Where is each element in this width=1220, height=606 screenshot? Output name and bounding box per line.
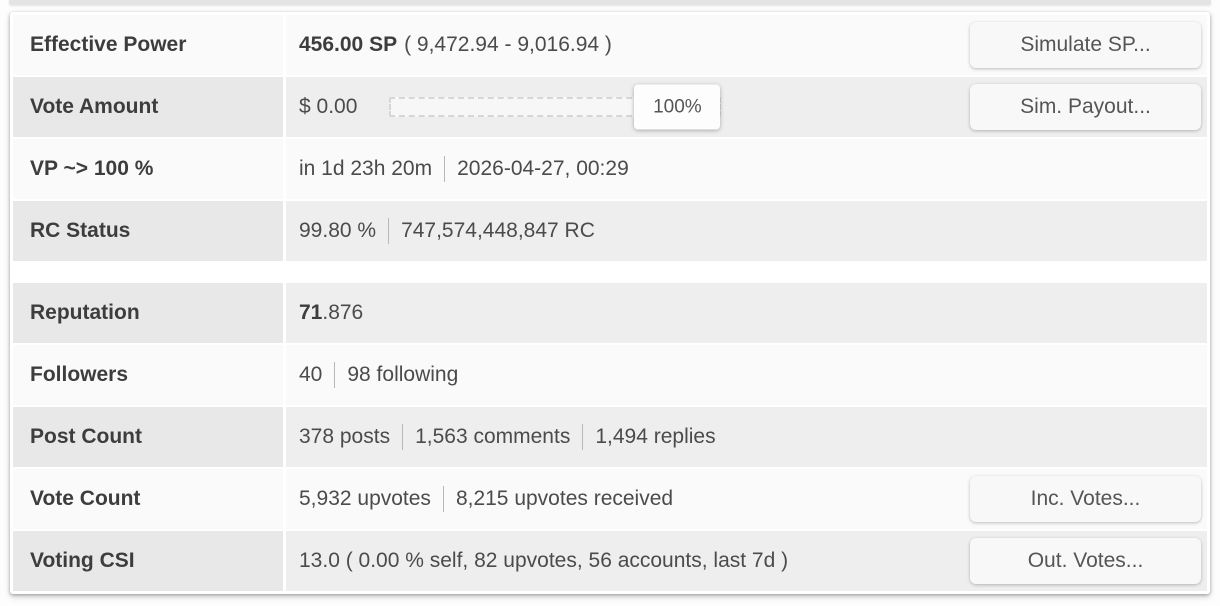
- vote-weight-value: 100%: [653, 96, 702, 117]
- post-count-label: Post Count: [13, 407, 283, 467]
- rc-percent: 99.80 %: [299, 219, 377, 242]
- followers-label: Followers: [13, 345, 283, 405]
- row-rc-status: RC Status 99.80 % 747,574,448,847 RC: [13, 201, 1207, 261]
- incoming-votes-button[interactable]: Inc. Votes...: [970, 476, 1201, 522]
- followers-value: 40 98 following: [286, 345, 1207, 405]
- post-count-value: 378 posts 1,563 comments 1,494 replies: [286, 407, 1207, 467]
- row-vp-recharge: VP ~> 100 % in 1d 23h 20m 2026-04-27, 00…: [13, 139, 1207, 199]
- vp-recharge-value: in 1d 23h 20m 2026-04-27, 00:29: [286, 139, 1207, 199]
- following-count: 98 following: [347, 363, 459, 386]
- posts-count: 378 posts: [299, 425, 391, 448]
- effective-power-label: Effective Power: [13, 15, 283, 75]
- row-reputation: Reputation 71 .876: [13, 283, 1207, 343]
- separator: [334, 362, 336, 388]
- row-vote-amount: Vote Amount $ 0.00 100% Sim. Payout...: [13, 77, 1207, 137]
- account-stats-card: Effective Power 456.00 SP ( 9,472.94 - 9…: [10, 12, 1210, 594]
- voting-csi-value: 13.0 ( 0.00 % self, 82 upvotes, 56 accou…: [286, 531, 1207, 591]
- vp-recharge-datetime: 2026-04-27, 00:29: [457, 157, 629, 180]
- row-voting-csi: Voting CSI 13.0 ( 0.00 % self, 82 upvote…: [13, 531, 1207, 591]
- reputation-integer: 71: [299, 301, 323, 324]
- upvotes-given: 5,932 upvotes: [299, 487, 431, 510]
- previous-section-edge: [9, 0, 1211, 5]
- vote-count-value: 5,932 upvotes 8,215 upvotes received Inc…: [286, 469, 1207, 529]
- rc-status-label: RC Status: [13, 201, 283, 261]
- separator: [444, 156, 446, 182]
- effective-power-range: ( 9,472.94 - 9,016.94 ): [404, 33, 612, 56]
- sim-payout-button[interactable]: Sim. Payout...: [970, 84, 1201, 130]
- vote-amount-label: Vote Amount: [13, 77, 283, 137]
- vote-count-label: Vote Count: [13, 469, 283, 529]
- followers-count: 40: [299, 363, 323, 386]
- comments-count: 1,563 comments: [415, 425, 571, 448]
- replies-count: 1,494 replies: [595, 425, 716, 448]
- section-spacer: [13, 263, 1207, 281]
- voting-csi-label: Voting CSI: [13, 531, 283, 591]
- row-effective-power: Effective Power 456.00 SP ( 9,472.94 - 9…: [13, 15, 1207, 75]
- vote-amount-value: $ 0.00 100% Sim. Payout...: [286, 77, 1207, 137]
- separator: [442, 486, 444, 512]
- row-followers: Followers 40 98 following: [13, 345, 1207, 405]
- effective-power-sp: 456.00 SP: [299, 33, 398, 56]
- vote-amount-dollars: $ 0.00: [299, 95, 358, 118]
- vp-recharge-countdown: in 1d 23h 20m: [299, 157, 433, 180]
- effective-power-value: 456.00 SP ( 9,472.94 - 9,016.94 ) Simula…: [286, 15, 1207, 75]
- rc-status-value: 99.80 % 747,574,448,847 RC: [286, 201, 1207, 261]
- row-post-count: Post Count 378 posts 1,563 comments 1,49…: [13, 407, 1207, 467]
- reputation-label: Reputation: [13, 283, 283, 343]
- reputation-value: 71 .876: [286, 283, 1207, 343]
- separator: [582, 424, 584, 450]
- upvotes-received: 8,215 upvotes received: [455, 487, 674, 510]
- outgoing-votes-button[interactable]: Out. Votes...: [970, 538, 1201, 584]
- voting-csi-stats: 13.0 ( 0.00 % self, 82 upvotes, 56 accou…: [299, 549, 789, 572]
- vote-weight-slider[interactable]: 100%: [389, 84, 722, 130]
- separator: [388, 218, 390, 244]
- separator: [402, 424, 404, 450]
- vote-weight-slider-handle[interactable]: 100%: [634, 84, 721, 130]
- rc-amount: 747,574,448,847 RC: [401, 219, 595, 242]
- reputation-decimals: .876: [322, 301, 364, 324]
- vp-recharge-label: VP ~> 100 %: [13, 139, 283, 199]
- row-vote-count: Vote Count 5,932 upvotes 8,215 upvotes r…: [13, 469, 1207, 529]
- simulate-sp-button[interactable]: Simulate SP...: [970, 22, 1201, 68]
